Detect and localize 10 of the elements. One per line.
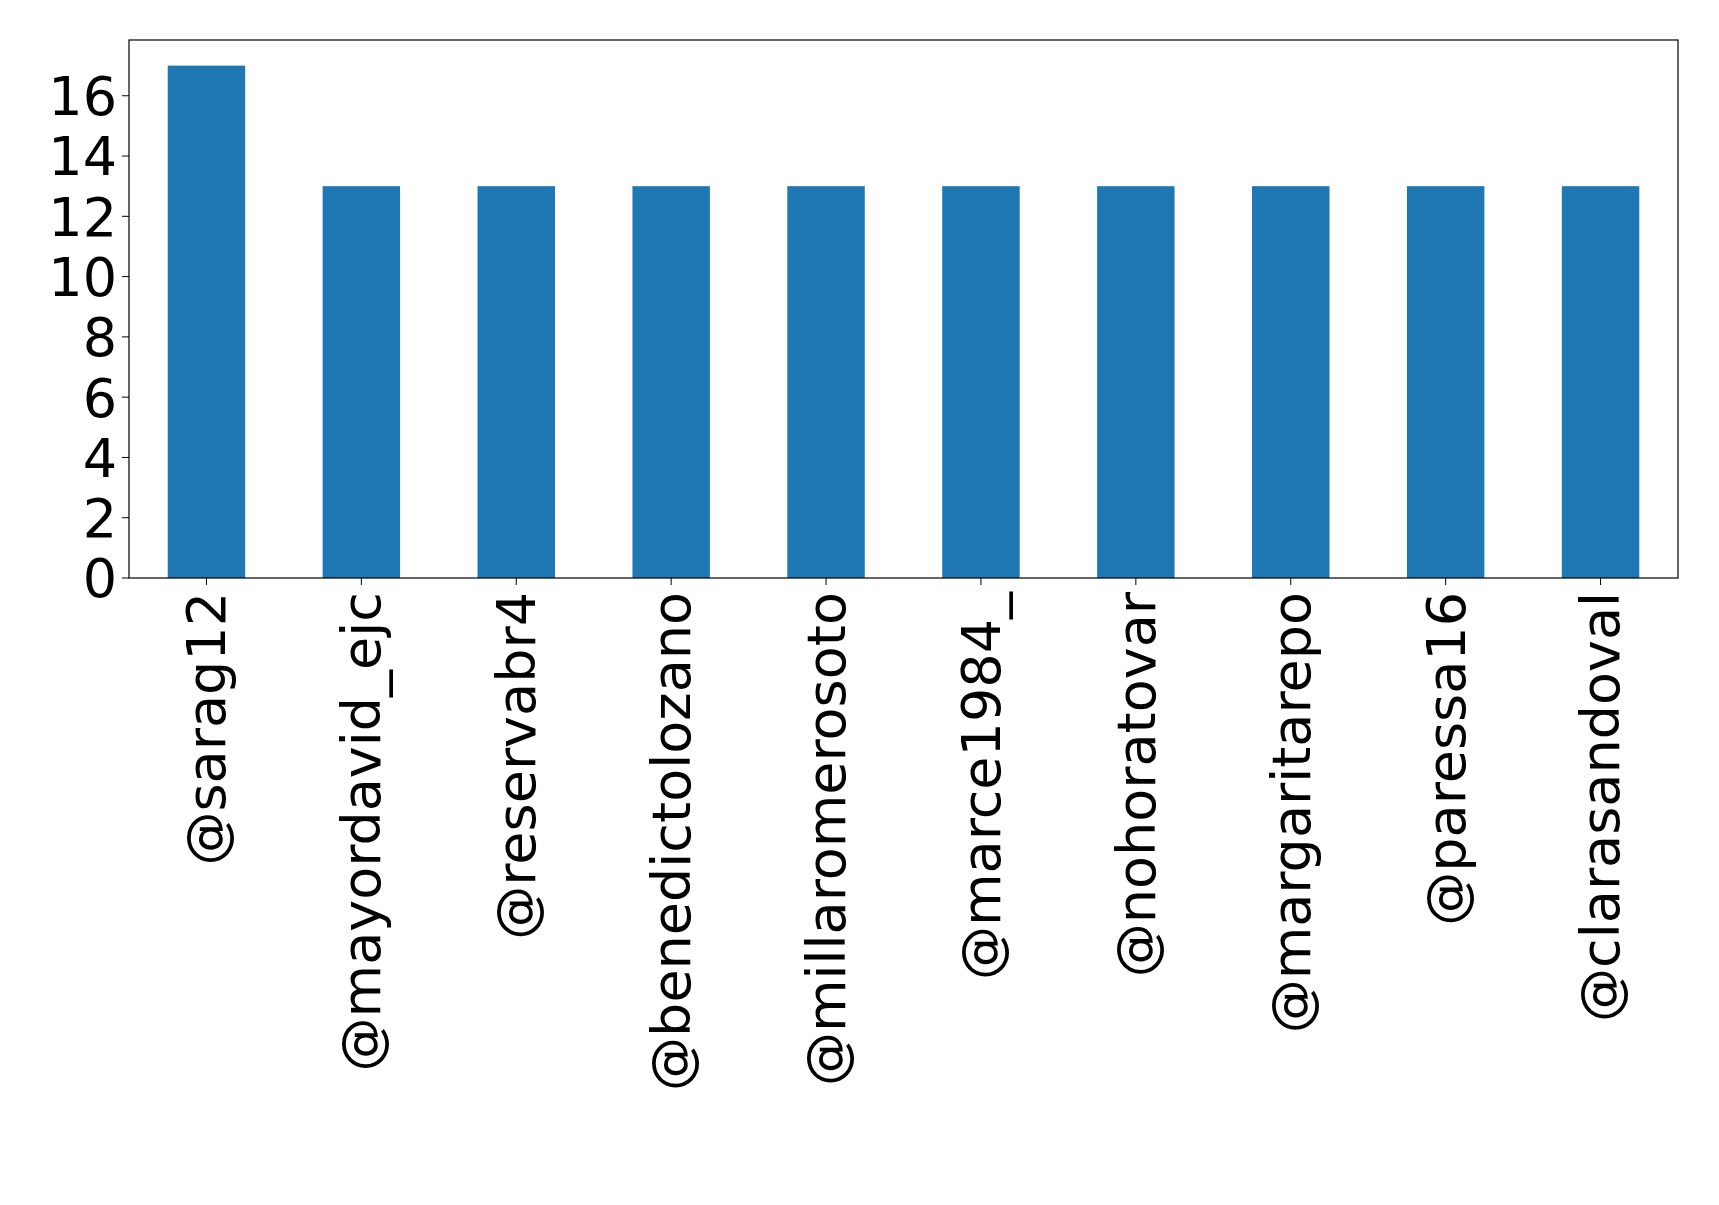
x-tick-label: @margaritarepo [1259, 592, 1323, 1034]
x-tick-label: @millaromerosoto [794, 592, 858, 1087]
x-tick-label: @nohoratovar [1104, 591, 1168, 978]
x-tick-label: @reservabr4 [485, 592, 549, 940]
x-tick-label: @marce1984_ [949, 591, 1013, 981]
x-tick-label: @paressa16 [1414, 592, 1478, 926]
x-tick-label: @sarag12 [175, 592, 239, 866]
x-tick-label: @benedictolozano [640, 592, 704, 1091]
x-tick-label: @mayordavid_ejc [330, 592, 394, 1072]
x-tick-label: @clarasandoval [1569, 592, 1633, 1022]
